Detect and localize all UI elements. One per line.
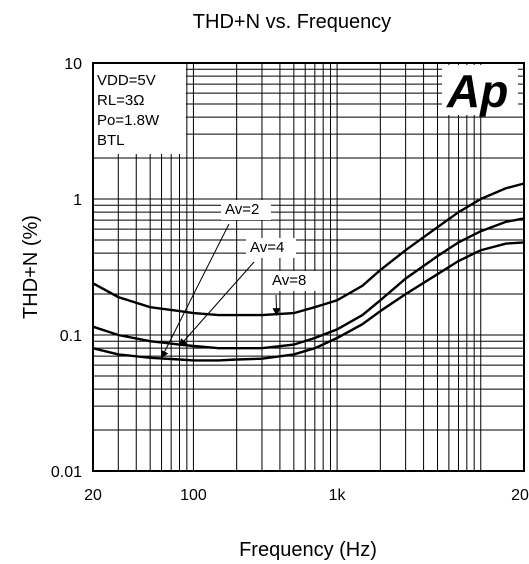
annotation-arrow xyxy=(272,294,281,317)
annotation-arrow xyxy=(178,261,255,347)
logo-bg xyxy=(442,65,518,115)
y-tick-label: 0.01 xyxy=(51,464,82,481)
annotation-arrow xyxy=(161,223,230,359)
annotations: Av=2 Av=4 Av=8 xyxy=(161,200,318,359)
annotation-label: Av=2 xyxy=(225,201,259,218)
ap-logo: Ap xyxy=(446,65,508,117)
x-axis-label: Frequency (Hz) xyxy=(239,539,377,561)
series-line-av8 xyxy=(92,182,525,317)
series-line-av2 xyxy=(92,241,525,362)
annotation-label: Av=4 xyxy=(250,239,284,256)
plot-frame xyxy=(92,62,525,472)
annotation-label: Av=8 xyxy=(272,272,306,289)
x-tick-label: 20 xyxy=(84,487,102,504)
condition-text: VDD=5V xyxy=(97,72,156,89)
annotation-label-bg xyxy=(246,238,296,258)
y-tick-label: 10 xyxy=(64,56,82,73)
x-tick-label: 1k xyxy=(329,487,347,504)
conditions-bg xyxy=(94,64,186,154)
annotation-label-bg xyxy=(221,200,271,220)
condition-text: Po=1.8W xyxy=(97,112,160,129)
condition-text: RL=3Ω xyxy=(97,92,145,109)
conditions-box: VDD=5V RL=3Ω Po=1.8W BTL xyxy=(94,64,186,154)
y-axis-label: THD+N (%) xyxy=(20,215,42,319)
condition-text: BTL xyxy=(97,132,125,149)
y-tick-label: 0.1 xyxy=(60,328,82,345)
x-tick-label: 20k xyxy=(511,487,529,504)
annotation-label-bg xyxy=(268,271,318,291)
chart-title: THD+N vs. Frequency xyxy=(193,11,391,33)
tick-labels: 20 100 1k 20k 10 1 0.1 0.01 xyxy=(51,56,529,504)
x-tick-label: 100 xyxy=(180,487,207,504)
y-tick-label: 1 xyxy=(73,192,82,209)
